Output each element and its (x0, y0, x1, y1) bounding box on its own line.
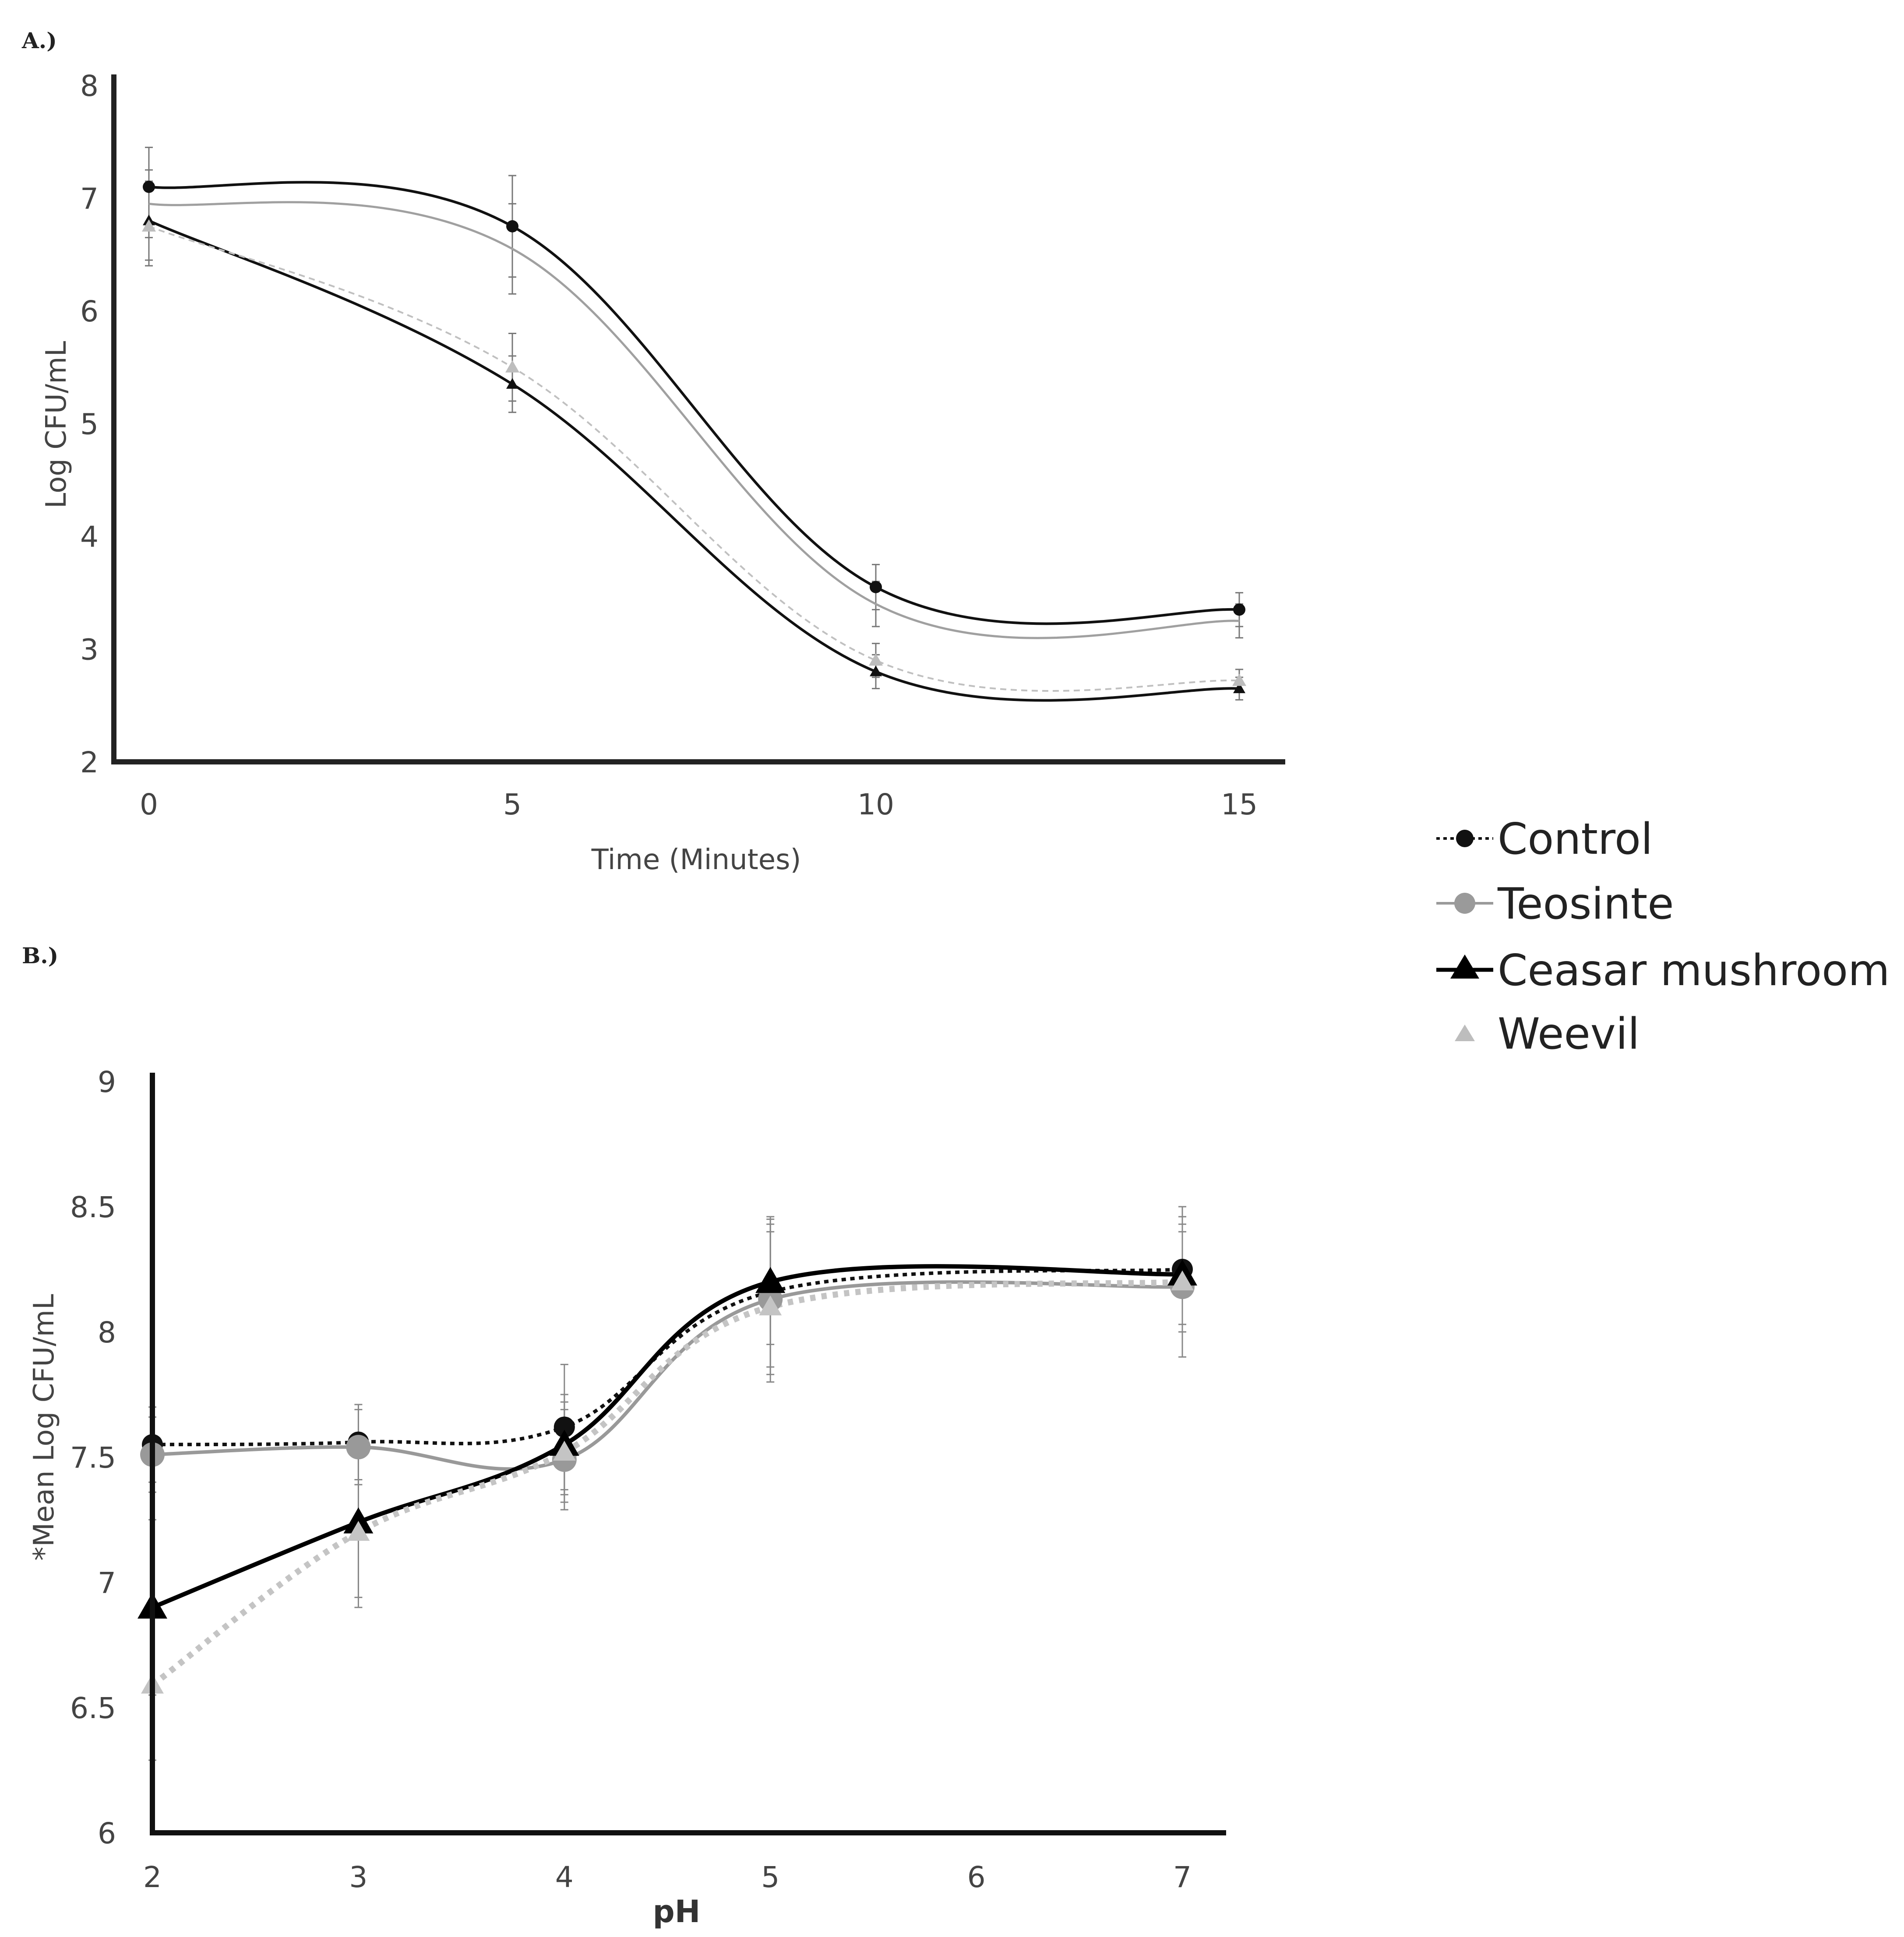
chart-a-series-line-1 (148, 201, 1240, 639)
chart-b-point-3-2 (553, 1440, 576, 1461)
chart-a: 0 5 10 15 2 3 4 5 6 7 8 Time (Minutes) Log CFU/mL (40, 69, 1285, 876)
chart-b-y-tick-2: 7 (98, 1566, 116, 1600)
chart-a-y-tick-5: 7 (80, 182, 99, 216)
legend-ceasar-marker (1450, 954, 1479, 979)
chart-a-error-bars (145, 147, 1243, 701)
chart-b-y-tick-1: 6.5 (70, 1691, 116, 1725)
panel-b-label: B.) (22, 943, 58, 968)
chart-a-x-tick-2: 10 (857, 788, 894, 821)
chart-b-x-tick-1: 3 (349, 1860, 367, 1894)
chart-a-ticks: 0 5 10 15 2 3 4 5 6 7 8 (80, 69, 1258, 821)
chart-b-error-bars (148, 1206, 1186, 1761)
chart-b-point-2-3 (755, 1267, 786, 1293)
chart-b-ticks: 2 3 4 5 6 7 6 6.5 7 7.5 8 8.5 9 (70, 1065, 1192, 1894)
chart-b-y-tick-6: 9 (98, 1065, 116, 1099)
chart-a-xlabel: Time (Minutes) (591, 844, 801, 876)
chart-a-y-tick-3: 5 (80, 408, 99, 441)
panel-a-label: A.) (21, 28, 57, 53)
legend-weevil-label: Weevil (1498, 1009, 1640, 1059)
chart-b-y-tick-0: 6 (98, 1817, 116, 1850)
chart-b-ylabel: *Mean Log CFU/mL (28, 1294, 60, 1561)
chart-a-x-tick-0: 0 (140, 788, 158, 821)
chart-a-point-3-0 (142, 219, 156, 232)
chart-a-y-tick-0: 2 (80, 746, 99, 779)
chart-b-y-tick-5: 8.5 (70, 1190, 116, 1224)
chart-b-x-tick-0: 2 (143, 1860, 162, 1894)
chart-a-ylabel: Log CFU/mL (40, 341, 73, 508)
chart-b-point-0-2 (554, 1416, 575, 1438)
chart-b-x-tick-5: 7 (1173, 1860, 1192, 1894)
legend-control-label: Control (1498, 814, 1653, 864)
legend-ceasar-label: Ceasar mushroom (1498, 946, 1890, 996)
legend: Control Teosinte Ceasar mushroom Weevil (1436, 814, 1890, 1059)
chart-b-x-tick-3: 5 (761, 1860, 779, 1894)
chart-a-lines (148, 181, 1240, 702)
legend-control-marker (1456, 830, 1474, 847)
chart-b-series-line-2 (152, 1264, 1183, 1609)
chart-a-y-tick-1: 3 (80, 633, 99, 667)
chart-a-point-2-2 (870, 666, 882, 676)
chart-b-point-2-1 (343, 1507, 374, 1534)
legend-teosinte-label: Teosinte (1497, 879, 1674, 929)
chart-b-lines (150, 1264, 1183, 1688)
chart-a-point-3-3 (1232, 673, 1246, 686)
chart-b-point-1-1 (346, 1435, 371, 1460)
chart-a-series-line-3 (148, 225, 1240, 692)
chart-a-point-2-1 (506, 378, 518, 389)
chart-a-series-line-2 (148, 219, 1240, 702)
chart-a-point-3-1 (505, 360, 519, 373)
chart-a-markers (142, 180, 1246, 694)
chart-a-point-0-3 (1233, 603, 1245, 616)
chart-b-markers (138, 1259, 1197, 1694)
chart-a-x-tick-3: 15 (1221, 788, 1258, 821)
chart-a-x-tick-1: 5 (503, 788, 522, 821)
chart-a-point-0-1 (506, 220, 518, 232)
chart-b-series-line-1 (152, 1280, 1183, 1471)
chart-b-y-tick-4: 8 (98, 1316, 116, 1349)
chart-a-point-3-2 (869, 653, 883, 666)
chart-b-y-tick-3: 7.5 (70, 1441, 116, 1475)
chart-b-point-3-4 (1171, 1270, 1194, 1291)
chart-a-point-2-3 (1233, 682, 1245, 694)
chart-b-point-3-1 (347, 1521, 370, 1541)
chart-b: 2 3 4 5 6 7 6 6.5 7 7.5 8 8.5 9 pH *Mean Log CFU/mL (28, 1065, 1226, 1930)
chart-a-point-0-0 (143, 180, 155, 193)
chart-b-xlabel: pH (653, 1894, 701, 1930)
chart-a-y-tick-6: 8 (80, 69, 99, 103)
chart-b-x-tick-4: 6 (967, 1860, 986, 1894)
chart-a-y-tick-4: 6 (80, 295, 99, 328)
legend-weevil-marker (1455, 1025, 1475, 1041)
chart-b-series-line-0 (152, 1268, 1183, 1447)
chart-a-point-0-2 (870, 581, 882, 593)
chart-a-series-line-0 (148, 181, 1240, 625)
chart-b-point-3-3 (759, 1295, 782, 1316)
legend-teosinte-marker (1454, 893, 1475, 914)
chart-a-y-tick-2: 4 (80, 520, 99, 554)
chart-b-x-tick-2: 4 (555, 1860, 574, 1894)
